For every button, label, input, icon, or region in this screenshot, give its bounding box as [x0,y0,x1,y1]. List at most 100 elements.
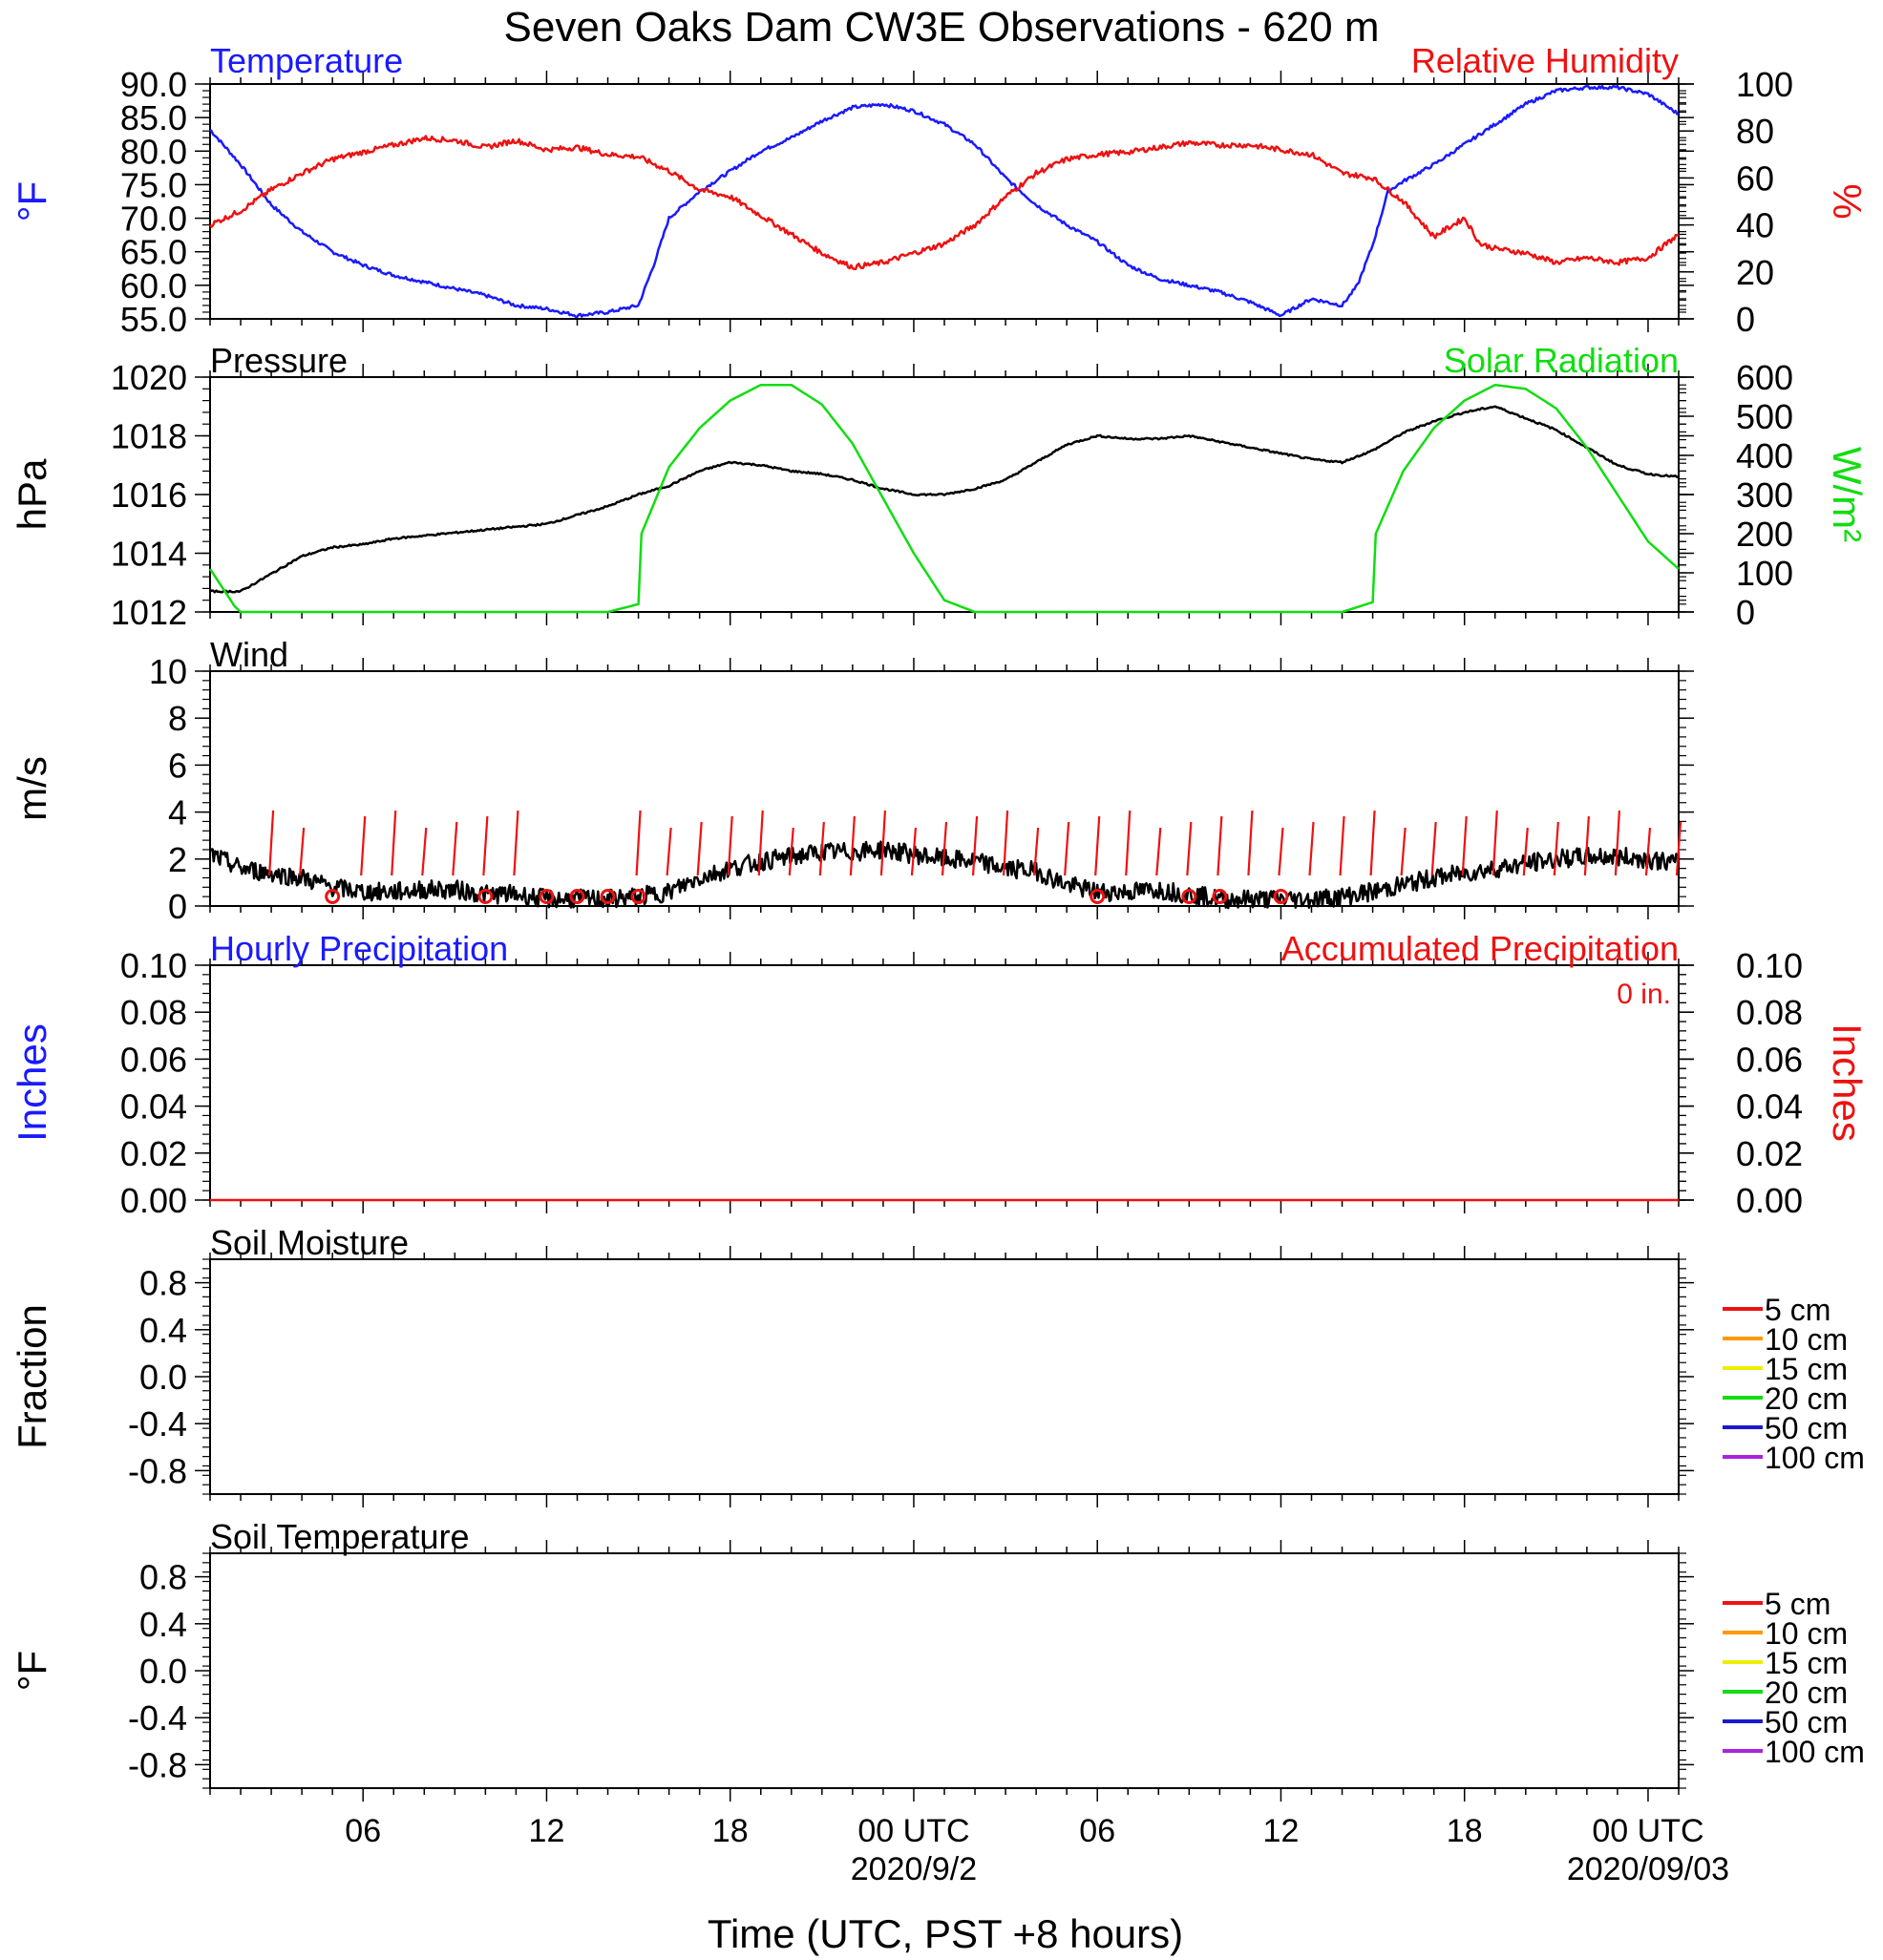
wind-barb-40 [1400,827,1407,876]
wind-barb-34 [1217,815,1223,876]
wind-barb-37 [1308,821,1315,876]
calm-wind-circle-30 [1090,889,1106,904]
wind-left-tick-label-2: 2 [168,840,187,879]
figure-title: Seven Oaks Dam CW3E Observations - 620 m [504,4,1380,51]
wind-barb-33 [1186,821,1193,876]
wind-barb-11 [513,810,519,876]
calm-wind-circle-13 [569,889,585,904]
wind-barb-3 [267,810,275,876]
soil_moisture-legend-label-50-cm: 50 cm [1765,1411,1848,1445]
wind-left-tick-label-4: 4 [168,793,187,832]
precipitation-right-tick-label-0-06: 0.06 [1736,1040,1803,1079]
x-tick-label-18-42: 18 [1447,1813,1483,1849]
pressure_solar-right-title: Solar Radiation [1444,341,1679,380]
soil_temperature-left-tick-label-0-4: 0.4 [139,1605,187,1644]
wind-barb-21 [818,821,825,876]
soil_moisture-left-title: Soil Moisture [210,1223,409,1262]
panel-precipitation: 0.00 0.02 0.04 0.06 0.08 0.10 Inches 0.00 0.02 0.… [10,929,1870,1220]
soil_temperature-left-tick-label-0-4: -0.4 [128,1698,187,1738]
calm-wind-circle-15 [630,889,646,904]
soil_moisture-legend-label-15-cm: 15 cm [1765,1352,1848,1386]
wind-barb-29 [1064,821,1070,876]
x-tick-label-12-36: 12 [1263,1813,1300,1849]
precipitation-left-axis-label: Inches [10,1023,54,1142]
precipitation-left-tick-label-0-10: 0.10 [120,946,187,985]
x-tick-label-06-6: 06 [345,1813,381,1849]
x-tick-label-18-18: 18 [712,1813,749,1849]
temperature_humidity-right-tick-label-60: 60 [1736,158,1774,198]
temperature_humidity-left-title: Temperature [210,41,403,80]
precipitation-left-tick-label-0-08: 0.08 [120,993,187,1032]
wind-barb-38 [1339,815,1345,876]
calm-wind-circle-36 [1273,889,1289,904]
wind-barb-47 [1614,810,1621,876]
wind-barb-31 [1125,810,1132,876]
temperature_humidity-left-tick-label-65-0: 65.0 [120,233,187,272]
wind-barb-45 [1553,821,1559,876]
soil_temperature-legend-label-100-cm: 100 cm [1765,1735,1865,1769]
pressure_solar-left-tick-label-1016: 1016 [111,475,187,515]
temperature_humidity-series-temperature [209,84,1680,319]
x-date-label-2020-9-2: 2020/9/2 [851,1851,977,1887]
wind-series-wind [209,840,1681,910]
temperature_humidity-left-tick-label-85-0: 85.0 [120,98,187,137]
calm-wind-circle-33 [1181,889,1197,904]
precipitation-right-tick-label-0-04: 0.04 [1736,1087,1803,1127]
pressure_solar-right-tick-label-400: 400 [1736,436,1793,475]
wind-barb-7 [391,810,397,876]
precipitation-left-title: Hourly Precipitation [210,929,508,968]
wind-barb-16 [666,827,672,876]
soil_moisture-legend-label-5-cm: 5 cm [1765,1293,1830,1327]
soil_temperature-legend-label-15-cm: 15 cm [1765,1646,1848,1680]
temperature_humidity-left-tick-label-55-0: 55.0 [120,300,187,339]
wind-barb-41 [1430,821,1437,876]
calm-wind-circle-14 [600,889,616,904]
temperature_humidity-right-tick-label-100: 100 [1736,65,1793,104]
precipitation-right-axis-label: Inches [1825,1023,1870,1142]
wind-barb-32 [1155,827,1162,876]
wind-barb-48 [1644,827,1652,876]
soil_moisture-left-tick-label-0-0: 0.0 [139,1358,187,1397]
wind-barb-20 [788,827,794,876]
soil_temperature-legend-label-50-cm: 50 cm [1765,1705,1848,1739]
pressure_solar-left-tick-label-1020: 1020 [111,358,187,397]
x-tick-label-00-utc-24: 00 UTC [857,1813,969,1849]
pressure_solar-series-solar-radiation [208,383,1680,614]
panels: 55.060.065.070.075.080.085.090.0°F020406… [10,41,1870,1887]
wind-barb-17 [696,821,703,876]
temperature_humidity-left-tick-label-75-0: 75.0 [120,165,187,204]
wind-left-tick-label-6: 6 [168,746,187,785]
pressure_solar-left-title: Pressure [210,341,348,380]
precipitation-right-tick-label-0-00: 0.00 [1736,1181,1803,1220]
soil_temperature-legend-label-20-cm: 20 cm [1765,1675,1848,1710]
wind-barb-42 [1461,815,1468,876]
pressure_solar-right-axis-label: W/m² [1825,447,1870,542]
temperature_humidity-left-tick-label-80-0: 80.0 [120,132,187,171]
wind-left-title: Wind [210,635,288,674]
wind-barb-35 [1247,810,1254,876]
pressure_solar-left-tick-label-1012: 1012 [111,593,187,632]
wind-barb-30 [1094,815,1101,876]
precipitation-annotation: 0 in. [1617,979,1671,1010]
wind-barb-6 [360,815,367,876]
panel-soil-moisture: -0.8 -0.4 0.0 0.4 0.8 Fraction Soil Moisture 5 … [10,1223,1865,1507]
pressure_solar-right-tick-label-500: 500 [1736,397,1793,436]
precipitation-left-tick-label-0-02: 0.02 [120,1134,187,1173]
temperature_humidity-left-axis-label: °F [10,181,54,221]
calm-wind-circle-5 [325,889,341,904]
precipitation-right-tick-label-0-02: 0.02 [1736,1134,1803,1173]
calm-wind-circle-12 [539,889,555,904]
calm-wind-circle-34 [1212,889,1228,904]
precipitation-left-tick-label-0-06: 0.06 [120,1040,187,1079]
soil_temperature-left-tick-label-0-0: 0.0 [139,1652,187,1691]
panel-pressure-solar: 1012 1014 1016 1018 1020 hPa 01002003004005006… [10,341,1870,632]
wind-barb-22 [849,815,856,876]
soil_moisture-left-tick-label-0-8: -0.8 [128,1451,187,1490]
wind-barb-26 [971,815,979,876]
x-date-label-2020-09-03: 2020/09/03 [1567,1851,1729,1887]
temperature_humidity-left-tick-label-70-0: 70.0 [120,200,187,239]
wind-barb-18 [727,815,733,876]
